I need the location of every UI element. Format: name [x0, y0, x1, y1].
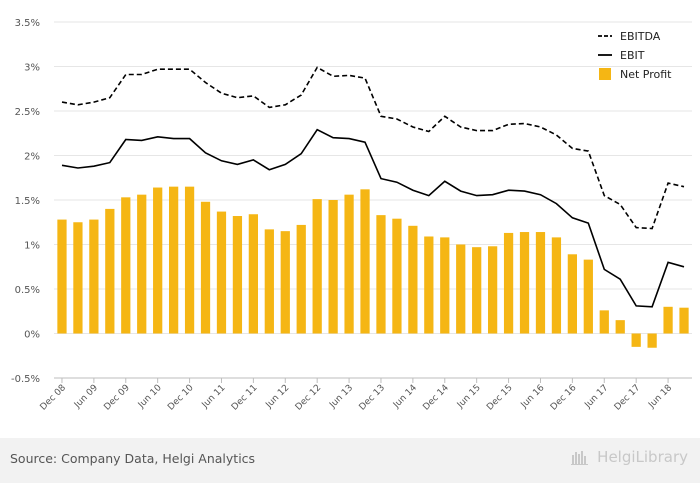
legend-label: EBITDA	[620, 30, 661, 43]
legend: EBITDA EBIT Net Profit	[598, 30, 672, 81]
x-axis-ticks: Dec 08 Jun 09 Dec 09 Jun 10 Dec 10 Jun 11 Dec …	[39, 378, 674, 413]
net-profit-bar	[440, 237, 450, 334]
net-profit-bar	[615, 320, 625, 334]
net-profit-bar	[631, 333, 641, 347]
x-tick-label: Jun 18	[646, 383, 674, 411]
net-profit-bars	[57, 186, 689, 348]
net-profit-bar	[168, 186, 179, 334]
net-profit-bar	[535, 232, 546, 334]
net-profit-bar	[344, 194, 354, 334]
legend-label: Net Profit	[620, 68, 672, 81]
y-tick-label: -0.5%	[11, 374, 40, 385]
net-profit-bar	[583, 259, 593, 334]
net-profit-bar	[57, 219, 67, 334]
net-profit-bar	[89, 219, 99, 334]
net-profit-bar	[121, 197, 131, 334]
y-tick-label: 0.5%	[15, 285, 40, 296]
net-profit-bar	[200, 201, 211, 334]
footer: Source: Company Data, Helgi Analytics He…	[0, 438, 700, 483]
net-profit-bar	[551, 237, 562, 334]
net-profit-bar	[424, 236, 434, 334]
x-tick-label: Dec 13	[358, 383, 388, 413]
x-tick-label: Jun 09	[72, 383, 100, 411]
y-tick-label: 1.5%	[15, 196, 40, 207]
net-profit-bar	[216, 211, 227, 334]
net-profit-bar	[472, 247, 482, 334]
net-profit-bar	[647, 333, 657, 348]
gridlines	[54, 21, 692, 379]
net-profit-bar	[280, 231, 290, 334]
x-tick-label: Jun 13	[327, 383, 355, 411]
y-tick-label: 2%	[24, 152, 40, 163]
line-series	[61, 66, 685, 308]
net-profit-bar	[296, 224, 306, 334]
x-tick-label: Dec 11	[230, 383, 260, 413]
y-tick-label: 1%	[24, 241, 40, 252]
net-profit-bar	[328, 200, 338, 334]
net-profit-bar	[567, 254, 578, 334]
net-profit-bar	[663, 306, 673, 334]
chart: 3.5%3%2.5%2%1.5%1%0.5%0%-0.5% Dec 08 Jun …	[11, 18, 692, 413]
y-axis-ticks: 3.5% 3% 2.5% 2% 1.5% 1% 0.5% 0% -0.5%	[11, 18, 40, 385]
y-tick-label: 0%	[24, 330, 40, 341]
x-tick-label: Dec 10	[166, 383, 196, 413]
x-tick-label: Jun 12	[264, 383, 292, 411]
net-profit-bar	[408, 225, 418, 334]
brand-name: HelgiLibrary	[597, 448, 688, 466]
net-profit-bar	[376, 215, 386, 334]
x-tick-label: Jun 17	[583, 383, 611, 411]
x-tick-label: Dec 17	[613, 383, 643, 413]
y-tick-label: 2.5%	[15, 107, 40, 118]
x-tick-label: Dec 12	[294, 383, 324, 413]
x-tick-label: Jun 15	[455, 383, 483, 411]
net-profit-bar	[312, 199, 322, 334]
bookshelf-icon	[571, 451, 589, 465]
legend-swatch-net-profit	[599, 68, 611, 80]
net-profit-bar	[184, 186, 195, 334]
ebitda-line	[61, 66, 685, 230]
net-profit-bar	[153, 187, 163, 334]
x-tick-label: Jun 16	[519, 383, 547, 411]
net-profit-bar	[73, 222, 83, 334]
brand-logo[interactable]: HelgiLibrary	[571, 448, 688, 466]
source-text: Source: Company Data, Helgi Analytics	[10, 451, 256, 466]
net-profit-bar	[503, 232, 514, 334]
x-tick-label: Dec 15	[485, 383, 515, 413]
x-tick-label: Dec 14	[421, 383, 451, 413]
y-tick-label: 3%	[24, 63, 40, 74]
x-tick-label: Dec 08	[39, 383, 69, 413]
net-profit-bar	[392, 218, 402, 334]
x-tick-label: Jun 14	[391, 383, 419, 411]
legend-label: EBIT	[620, 49, 645, 62]
x-tick-label: Jun 11	[200, 383, 228, 411]
x-tick-label: Dec 09	[102, 383, 132, 413]
x-tick-label: Jun 10	[136, 383, 164, 411]
x-tick-label: Dec 16	[549, 383, 579, 413]
net-profit-bar	[599, 310, 609, 334]
net-profit-bar	[232, 216, 243, 334]
net-profit-bar	[105, 208, 115, 334]
net-profit-bar	[487, 246, 498, 334]
net-profit-bar	[248, 214, 259, 334]
net-profit-bar	[264, 229, 274, 334]
net-profit-bar	[360, 189, 370, 334]
ebit-line	[61, 128, 685, 308]
net-profit-bar	[137, 194, 147, 334]
net-profit-bar	[456, 244, 466, 334]
net-profit-bar	[519, 232, 530, 334]
net-profit-bar	[679, 307, 689, 334]
y-tick-label: 3.5%	[15, 18, 40, 29]
